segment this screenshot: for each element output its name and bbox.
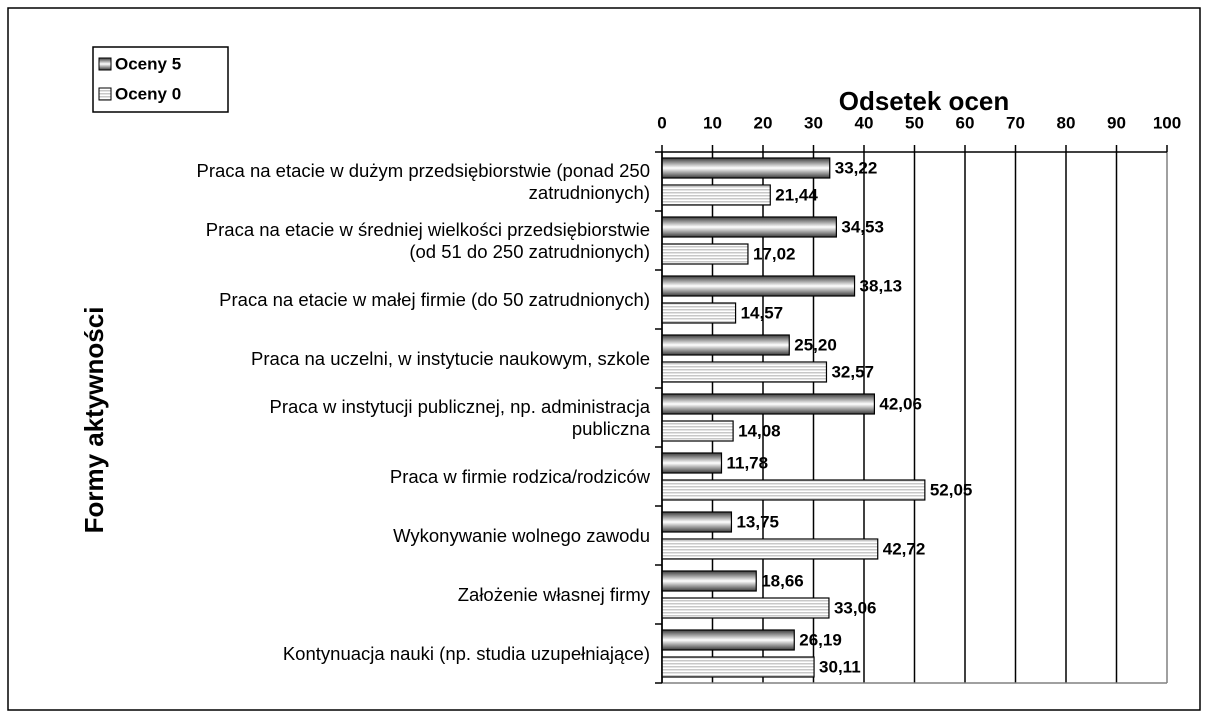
- bar: [661, 629, 795, 651]
- data-label: 52,05: [930, 480, 973, 499]
- data-label: 21,44: [775, 185, 818, 204]
- legend-label: Oceny 5: [115, 54, 181, 73]
- bar: [661, 538, 879, 560]
- bar: [661, 243, 749, 265]
- y-tick-label: Praca na etacie w dużym przedsiębiorstwi…: [196, 159, 651, 203]
- x-tick-label: 100: [1153, 113, 1181, 132]
- data-label: 33,22: [835, 158, 878, 177]
- bar: [661, 656, 815, 678]
- y-tick-label: Praca na etacie w średniej wielkości prz…: [205, 218, 650, 262]
- x-tick-label: 40: [855, 113, 874, 132]
- bar: [661, 452, 723, 474]
- data-label: 42,72: [883, 539, 926, 558]
- y-tick-label: Założenie własnej firmy: [457, 583, 650, 605]
- x-tick-label: 90: [1107, 113, 1126, 132]
- data-label: 42,06: [879, 394, 922, 413]
- bar: [661, 157, 831, 179]
- x-tick-label: 70: [1006, 113, 1025, 132]
- data-label: 18,66: [761, 571, 804, 590]
- bar: [661, 597, 830, 619]
- y-tick-label: Praca na uczelni, w instytucie naukowym,…: [251, 347, 650, 369]
- data-label: 14,57: [741, 303, 784, 322]
- y-tick-label: Wykonywanie wolnego zawodu: [393, 524, 650, 546]
- x-tick-label: 80: [1057, 113, 1076, 132]
- data-label: 32,57: [831, 362, 874, 381]
- data-label: 25,20: [794, 335, 837, 354]
- data-label: 26,19: [799, 630, 842, 649]
- x-tick-label: 0: [657, 113, 666, 132]
- data-label: 11,78: [726, 453, 768, 472]
- y-tick-label: Praca w firmie rodzica/rodziców: [389, 465, 650, 487]
- data-label: 33,06: [834, 598, 877, 617]
- x-tick-label: 30: [804, 113, 823, 132]
- data-label: 38,13: [860, 276, 903, 295]
- x-tick-label: 10: [703, 113, 722, 132]
- bar: [661, 570, 757, 592]
- bar: [661, 275, 856, 297]
- y-tick-label: Praca w instytucji publicznej, np. admin…: [269, 395, 650, 439]
- data-label: 34,53: [841, 217, 884, 236]
- data-label: 14,08: [738, 421, 781, 440]
- legend-swatch: [98, 87, 112, 101]
- bar: [661, 184, 771, 206]
- y-axis-label: Formy aktywności: [79, 307, 109, 534]
- bar: [661, 479, 926, 501]
- y-tick-label: Kontynuacja nauki (np. studia uzupełniaj…: [282, 642, 650, 664]
- bar: [661, 216, 837, 238]
- x-tick-label: 60: [956, 113, 975, 132]
- data-label: 30,11: [819, 657, 861, 676]
- bar: [661, 420, 734, 442]
- legend-box: [92, 46, 229, 113]
- x-tick-label: 50: [905, 113, 924, 132]
- x-tick-label: 20: [754, 113, 773, 132]
- legend-swatch: [98, 57, 112, 71]
- bar: [661, 511, 733, 533]
- y-tick-label: Praca na etacie w małej firmie (do 50 za…: [219, 288, 650, 310]
- legend-label: Oceny 0: [115, 84, 181, 103]
- bar: [661, 334, 790, 356]
- bar: [661, 361, 828, 383]
- chart-title: Odsetek ocen: [839, 86, 1010, 116]
- bar: [661, 393, 876, 415]
- data-label: 17,02: [753, 244, 796, 263]
- bar: [661, 302, 737, 324]
- data-label: 13,75: [736, 512, 779, 531]
